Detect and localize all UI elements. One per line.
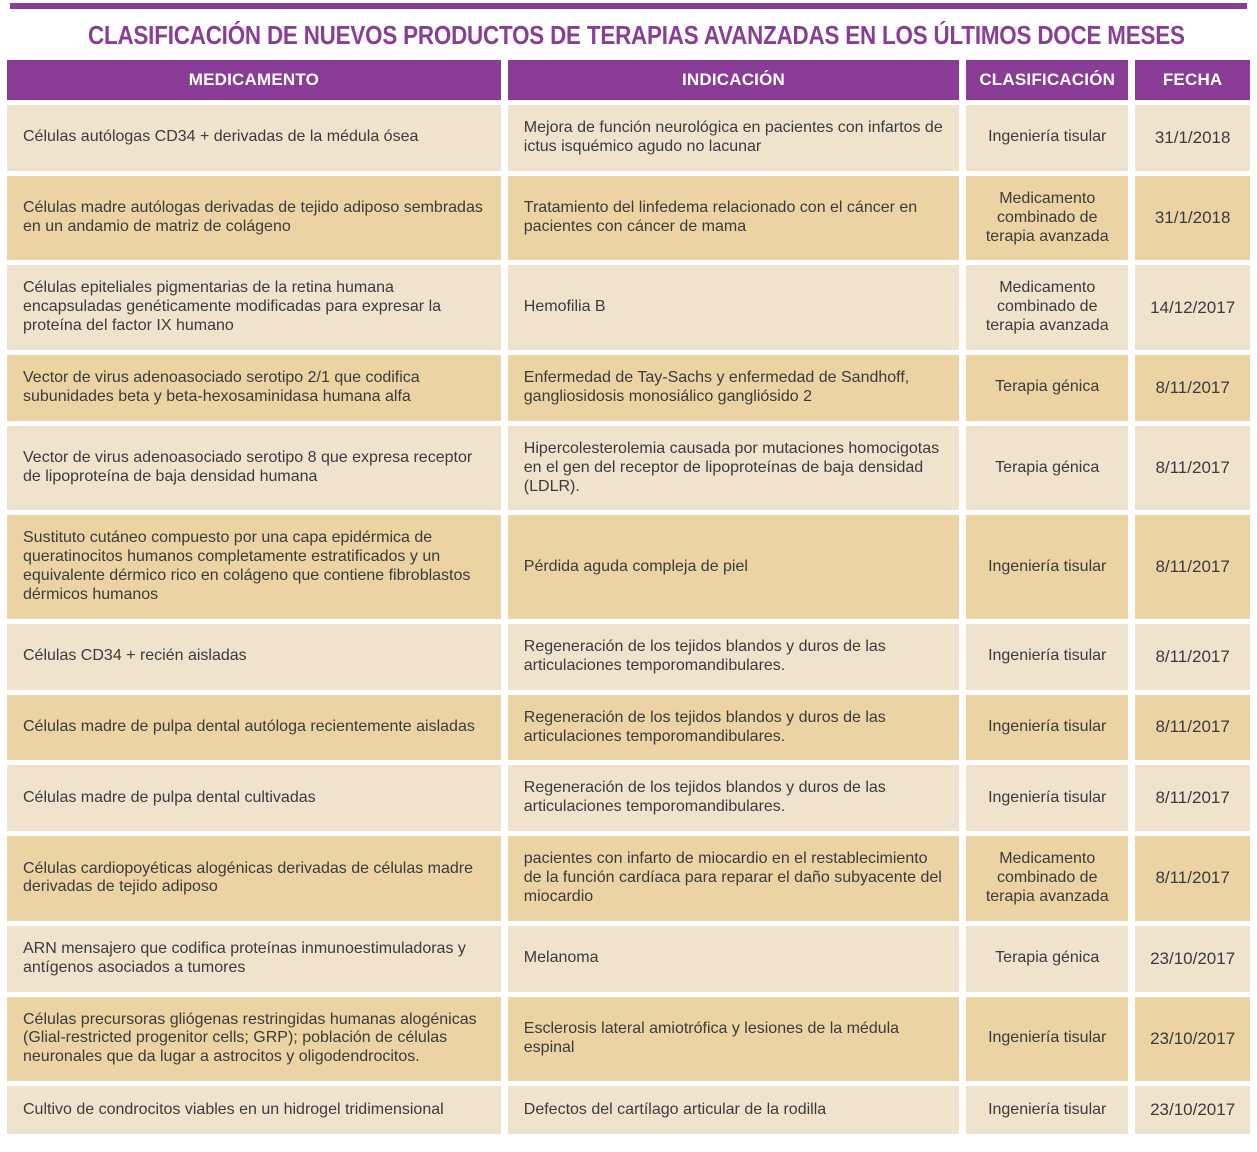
clasificacion-cell: Terapia génica xyxy=(966,355,1129,421)
medicamento-cell: ARN mensajero que codifica proteínas inm… xyxy=(7,925,501,992)
table-row: Células precursoras gliógenas restringid… xyxy=(7,996,1250,1082)
fecha-cell: 8/11/2017 xyxy=(1135,623,1250,690)
indicacion-cell: Melanoma xyxy=(507,925,960,992)
medicamento-cell: Células madre autólogas derivadas de tej… xyxy=(7,175,501,261)
clasificacion-cell: Terapia génica xyxy=(966,925,1129,992)
column-header-clasificacion: CLASIFICACIÓN xyxy=(966,60,1129,100)
table-row: Células madre de pulpa dental cultivadas… xyxy=(7,765,1250,832)
fecha-cell: 8/11/2017 xyxy=(1135,836,1250,921)
indicacion-cell: Esclerosis lateral amiotrófica y lesione… xyxy=(507,996,960,1082)
indicacion-cell: pacientes con infarto de miocardio en el… xyxy=(507,836,960,921)
clasificacion-cell: Ingeniería tisular xyxy=(966,996,1129,1082)
table-row: ARN mensajero que codifica proteínas inm… xyxy=(7,925,1250,992)
table-row: Células autólogas CD34 + derivadas de la… xyxy=(7,105,1250,171)
table-row: Células CD34 + recién aisladas Regeneraci… xyxy=(7,623,1250,690)
table-row: Células madre de pulpa dental autóloga r… xyxy=(7,694,1250,761)
medicamento-cell: Células CD34 + recién aisladas xyxy=(7,623,501,690)
indicacion-cell: Tratamiento del linfedema relacionado co… xyxy=(507,175,960,261)
clasificacion-cell: Medicamento combinado de terapia avanzad… xyxy=(966,175,1129,261)
medicamento-cell: Sustituto cutáneo compuesto por una capa… xyxy=(7,515,501,619)
medicamento-cell: Células madre de pulpa dental cultivadas xyxy=(7,765,501,832)
clasificacion-cell: Ingeniería tisular xyxy=(966,694,1129,761)
fecha-cell: 8/11/2017 xyxy=(1135,694,1250,761)
indicacion-cell: Mejora de función neurológica en pacient… xyxy=(507,105,960,171)
table-header-row: MEDICAMENTO INDICACIÓN CLASIFICACIÓN FECHA xyxy=(7,60,1250,100)
clasificacion-cell: Ingeniería tisular xyxy=(966,623,1129,690)
medicamento-cell: Células autólogas CD34 + derivadas de la… xyxy=(7,105,501,171)
clasificacion-cell: Ingeniería tisular xyxy=(966,765,1129,832)
fecha-cell: 8/11/2017 xyxy=(1135,425,1250,511)
clasificacion-cell: Ingeniería tisular xyxy=(966,515,1129,619)
table-row: Células epiteliales pigmentarias de la r… xyxy=(7,265,1250,350)
table-row: Cultivo de condrocitos viables en un hid… xyxy=(7,1086,1250,1135)
fecha-cell: 31/1/2018 xyxy=(1135,175,1250,261)
clasificacion-cell: Terapia génica xyxy=(966,425,1129,511)
indicacion-cell: Hipercolesterolemia causada por mutacion… xyxy=(507,425,960,511)
page-title: CLASIFICACIÓN DE NUEVOS PRODUCTOS DE TER… xyxy=(87,20,1185,50)
medicamento-cell: Vector de virus adenoasociado serotipo 2… xyxy=(7,355,501,421)
fecha-cell: 31/1/2018 xyxy=(1135,105,1250,171)
fecha-cell: 23/10/2017 xyxy=(1135,1086,1250,1135)
top-accent-bar xyxy=(10,3,1247,9)
indicacion-cell: Pérdida aguda compleja de piel xyxy=(507,515,960,619)
table-row: Sustituto cutáneo compuesto por una capa… xyxy=(7,515,1250,619)
medicamento-cell: Vector de virus adenoasociado serotipo 8… xyxy=(7,425,501,511)
fecha-cell: 8/11/2017 xyxy=(1135,355,1250,421)
indicacion-cell: Enfermedad de Tay-Sachs y enfermedad de … xyxy=(507,355,960,421)
fecha-cell: 23/10/2017 xyxy=(1135,996,1250,1082)
fecha-cell: 23/10/2017 xyxy=(1135,925,1250,992)
medicamento-cell: Células cardiopoyéticas alogénicas deriv… xyxy=(7,836,501,921)
fecha-cell: 8/11/2017 xyxy=(1135,765,1250,832)
fecha-cell: 8/11/2017 xyxy=(1135,515,1250,619)
column-header-fecha: FECHA xyxy=(1135,60,1250,100)
table-row: Células madre autólogas derivadas de tej… xyxy=(7,175,1250,261)
medicamento-cell: Células madre de pulpa dental autóloga r… xyxy=(7,694,501,761)
table-row: Vector de virus adenoasociado serotipo 2… xyxy=(7,355,1250,421)
fecha-cell: 14/12/2017 xyxy=(1135,265,1250,350)
table-row: Células cardiopoyéticas alogénicas deriv… xyxy=(7,836,1250,921)
clasificacion-cell: Medicamento combinado de terapia avanzad… xyxy=(966,265,1129,350)
table-row: Vector de virus adenoasociado serotipo 8… xyxy=(7,425,1250,511)
indicacion-cell: Hemofilia B xyxy=(507,265,960,350)
clasificacion-cell: Ingeniería tisular xyxy=(966,105,1129,171)
medicamento-cell: Células precursoras gliógenas restringid… xyxy=(7,996,501,1082)
medicamento-cell: Células epiteliales pigmentarias de la r… xyxy=(7,265,501,350)
medicamento-cell: Cultivo de condrocitos viables en un hid… xyxy=(7,1086,501,1135)
indicacion-cell: Defectos del cartílago articular de la r… xyxy=(507,1086,960,1135)
clasificacion-cell: Medicamento combinado de terapia avanzad… xyxy=(966,836,1129,921)
column-header-indicacion: INDICACIÓN xyxy=(507,60,960,100)
indicacion-cell: Regeneración de los tejidos blandos y du… xyxy=(507,623,960,690)
indicacion-cell: Regeneración de los tejidos blandos y du… xyxy=(507,694,960,761)
clasificacion-cell: Ingeniería tisular xyxy=(966,1086,1129,1135)
indicacion-cell: Regeneración de los tejidos blandos y du… xyxy=(507,765,960,832)
therapy-products-table: MEDICAMENTO INDICACIÓN CLASIFICACIÓN FECHA … xyxy=(0,55,1257,1139)
column-header-medicamento: MEDICAMENTO xyxy=(7,60,501,100)
